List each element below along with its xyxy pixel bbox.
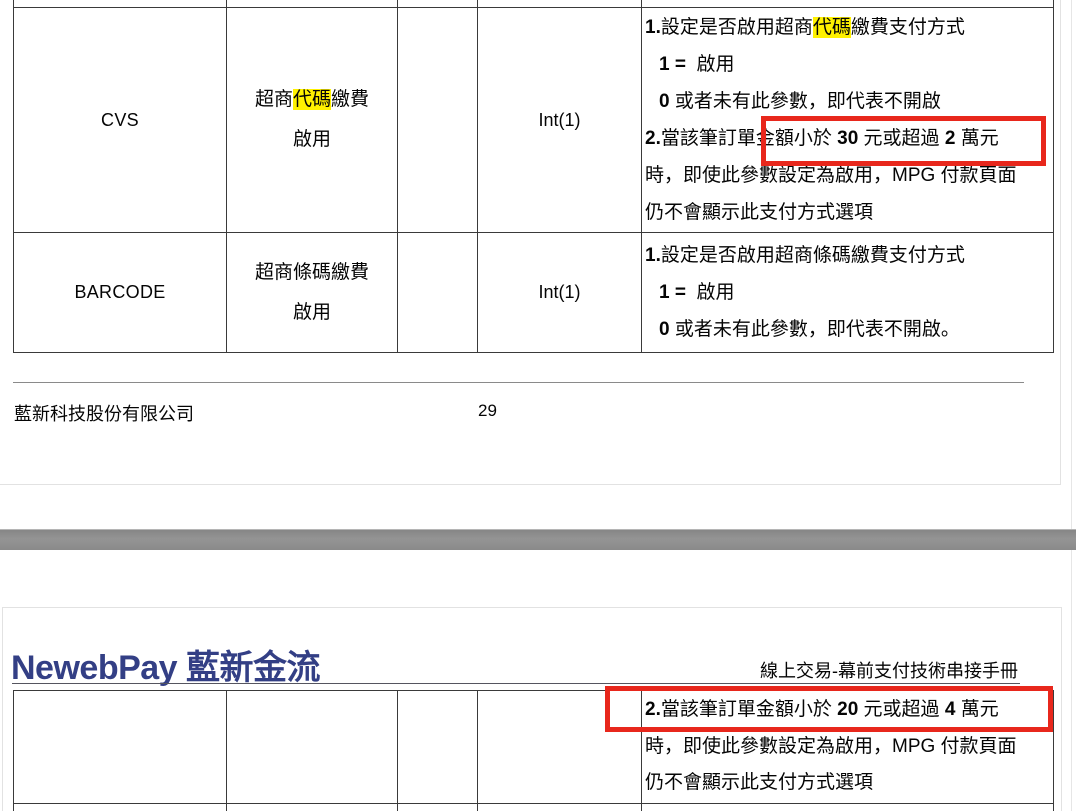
description-line: 1.設定是否啟用超商代碼繳費支付方式	[645, 9, 1050, 46]
annotation-red-box-20yuan-4wan	[605, 686, 1053, 732]
window-divider-bar	[0, 529, 1076, 550]
table-row-barcode: BARCODE 超商條碼繳費 啟用 Int(1) 1.設定是否啟用超商條碼繳費支…	[13, 232, 1054, 353]
table-row-cvs: CVS 超商代碼繳費 啟用 Int(1) 1.設定是否啟用超商代碼繳費支付方式 1…	[13, 7, 1054, 233]
footer-rule	[13, 382, 1024, 383]
search-highlight: 代碼	[292, 89, 331, 110]
param-name-cell	[226, 690, 398, 804]
type-cell	[477, 802, 642, 811]
param-name-cell: 超商條碼繳費 啟用	[226, 232, 398, 353]
parameters-table-page2: 2.當該筆訂單金額小於 20 元或超過 4 萬元時，即使此參數設定為啟用，MPG…	[13, 690, 1054, 811]
text-segment: 繳費支付方式	[850, 17, 965, 38]
text-segment: 繳費	[331, 89, 370, 110]
text-segment: 設定是否啟用超商	[660, 17, 813, 38]
description-line: 時，即使此參數設定為啟用，MPG 付款頁面	[645, 729, 1050, 766]
sample-cell	[397, 690, 478, 804]
text-segment: 20	[837, 699, 859, 720]
text-segment: 2.	[645, 699, 661, 720]
param-cell	[13, 802, 227, 811]
type-cell	[477, 0, 642, 8]
text-segment: 或者未有此參數，即代表不開啟	[674, 91, 941, 112]
desc-cell: 2.當該筆訂單金額小於 20 元或超過 4 萬元時，即使此參數設定為啟用，MPG…	[641, 690, 1054, 804]
annotation-red-box-30yuan-2wan	[761, 116, 1046, 166]
text-segment: 萬元	[955, 128, 999, 149]
text-segment: 1 =	[659, 54, 692, 75]
description-line: 1 = 啟用	[645, 46, 1050, 83]
text-segment: 30	[837, 128, 859, 149]
text-segment: 1 =	[659, 282, 692, 303]
text-segment: 仍不會顯示此支付方式選項	[645, 202, 874, 223]
text-segment: 2	[944, 128, 956, 149]
sample-cell	[397, 802, 478, 811]
text-segment: 啟用	[691, 282, 735, 303]
table-row-partial-bottom	[13, 802, 1054, 811]
text-segment: 仍不會顯示此支付方式選項	[645, 772, 874, 794]
window-edge-line	[1071, 0, 1072, 811]
description-line: 2.當該筆訂單金額小於 30 元或超過 2 萬元	[645, 120, 1050, 157]
sample-cell	[397, 232, 478, 353]
param-cell: BARCODE	[13, 232, 227, 353]
table-row-partial-top	[13, 0, 1054, 8]
param-name-cell: 超商代碼繳費 啟用	[226, 7, 398, 233]
desc-cell: 1.設定是否啟用超商條碼繳費支付方式 1 = 啟用 0 或者未有此參數，即代表不開啟…	[641, 232, 1054, 353]
text-segment: 1.	[645, 17, 661, 38]
param-name-line1: 超商條碼繳費	[228, 253, 397, 293]
text-segment: 0	[659, 319, 675, 340]
text-segment: 2.	[645, 128, 661, 149]
sample-cell	[397, 0, 478, 8]
text-segment: 或者未有此參數，即代表不開啟。	[674, 319, 960, 340]
text-segment: 元或超過	[858, 128, 945, 149]
text-segment: 啟用	[691, 54, 735, 75]
param-name-cell	[226, 802, 398, 811]
table-row-continued: 2.當該筆訂單金額小於 20 元或超過 4 萬元時，即使此參數設定為啟用，MPG…	[13, 690, 1054, 804]
text-segment: 時，即使此參數設定為啟用，MPG 付款頁面	[645, 165, 1017, 186]
text-segment: 設定是否啟用超商條碼繳費支付方式	[660, 245, 965, 266]
text-segment: 0	[659, 91, 675, 112]
text-segment: 超商	[254, 89, 293, 110]
description-line: 0 或者未有此參數，即代表不開啟。	[645, 311, 1050, 348]
text-segment: 當該筆訂單金額小於	[660, 699, 838, 720]
description-line: 仍不會顯示此支付方式選項	[645, 194, 1050, 231]
newebpay-logo: NewebPay 藍新金流	[11, 649, 321, 687]
text-segment: 1.	[645, 245, 661, 266]
text-segment: 當該筆訂單金額小於	[660, 128, 838, 149]
description-line: 1.設定是否啟用超商條碼繳費支付方式	[645, 237, 1050, 274]
text-segment: 超商條碼繳費	[254, 261, 369, 283]
type-cell	[477, 690, 642, 804]
description-line: 2.當該筆訂單金額小於 20 元或超過 4 萬元	[645, 692, 1050, 729]
text-segment: 萬元	[955, 699, 999, 720]
description-line: 時，即使此參數設定為啟用，MPG 付款頁面	[645, 157, 1050, 194]
param-name-line2: 啟用	[292, 129, 331, 150]
parameters-table-page1: CVS 超商代碼繳費 啟用 Int(1) 1.設定是否啟用超商代碼繳費支付方式 1…	[13, 0, 1054, 353]
param-cell: CVS	[13, 7, 227, 233]
param-cell	[13, 690, 227, 804]
footer-page-number: 29	[478, 401, 497, 420]
header-underline	[12, 683, 1020, 684]
param-cell	[13, 0, 227, 8]
type-cell: Int(1)	[477, 7, 642, 233]
description-line: 1 = 啟用	[645, 274, 1050, 311]
param-name-cell	[226, 0, 398, 8]
text-segment: 元或超過	[858, 699, 945, 720]
footer-company-name: 藍新科技股份有限公司	[14, 404, 194, 424]
description-line: 0 或者未有此參數，即代表不開啟	[645, 83, 1050, 120]
param-name-line1: 超商代碼繳費	[228, 80, 397, 120]
text-segment: 時，即使此參數設定為啟用，MPG 付款頁面	[645, 735, 1017, 757]
manual-title: 線上交易-幕前支付技術串接手冊	[760, 661, 1018, 681]
desc-cell	[641, 802, 1054, 811]
sample-cell	[397, 7, 478, 233]
type-cell: Int(1)	[477, 232, 642, 353]
description-line: 仍不會顯示此支付方式選項	[645, 765, 1050, 802]
search-highlight: 代碼	[812, 17, 851, 38]
text-segment: 4	[944, 699, 956, 720]
desc-cell	[641, 0, 1054, 8]
param-name-line2: 啟用	[292, 301, 331, 323]
